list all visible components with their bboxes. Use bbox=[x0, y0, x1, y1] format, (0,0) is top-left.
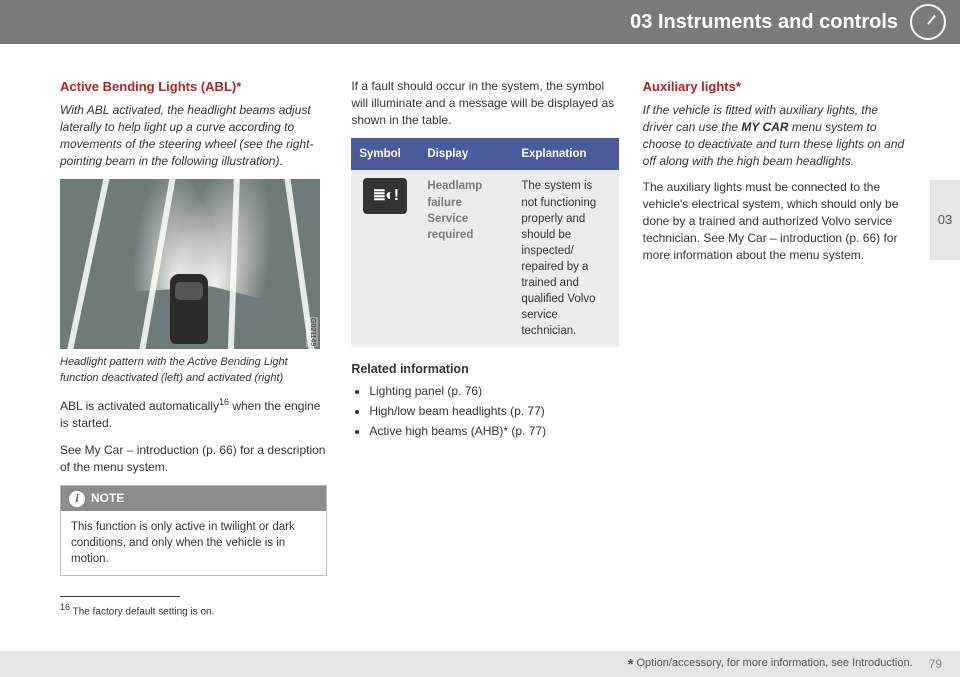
gauge-icon bbox=[910, 4, 946, 40]
asterisk: * bbox=[628, 654, 634, 675]
related-heading: Related information bbox=[351, 361, 618, 379]
abl-activation-para: ABL is activated automatically16 when th… bbox=[60, 396, 327, 432]
th-symbol: Symbol bbox=[351, 138, 419, 170]
column-middle: If a fault should occur in the system, t… bbox=[351, 78, 618, 620]
table-row: ≣◐! Headlamp failure Service required Th… bbox=[351, 170, 618, 347]
related-list: Lighting panel (p. 76) High/low beam hea… bbox=[351, 383, 618, 439]
footer-text: Option/accessory, for more information, … bbox=[636, 656, 912, 671]
explanation-text: The system is not functioning properly a… bbox=[513, 170, 618, 347]
abl-intro: With ABL activated, the headlight beams … bbox=[60, 102, 327, 169]
display-text: Headlamp failure Service required bbox=[419, 170, 513, 347]
aux-heading: Auxiliary lights* bbox=[643, 78, 910, 96]
figure-code: G021149 bbox=[306, 317, 318, 347]
footnote-rule bbox=[60, 596, 180, 597]
th-display: Display bbox=[419, 138, 513, 170]
page-number: 79 bbox=[929, 656, 942, 673]
aux-para: The auxiliary lights must be connected t… bbox=[643, 179, 910, 263]
abl-heading: Active Bending Lights (ABL)* bbox=[60, 78, 327, 96]
side-chapter-tab: 03 bbox=[930, 180, 960, 260]
aux-intro: If the vehicle is fitted with auxiliary … bbox=[643, 102, 910, 169]
column-left: Active Bending Lights (ABL)* With ABL ac… bbox=[60, 78, 327, 620]
chapter-number: 03 bbox=[630, 8, 652, 36]
headlamp-fault-icon: ≣◐! bbox=[363, 178, 407, 214]
th-explanation: Explanation bbox=[513, 138, 618, 170]
info-icon: i bbox=[69, 491, 85, 507]
note-body: This function is only active in twilight… bbox=[61, 511, 326, 575]
column-right: Auxiliary lights* If the vehicle is fitt… bbox=[643, 78, 910, 620]
abl-illustration: G021149 bbox=[60, 179, 320, 349]
footnote: 16 The factory default setting is on. bbox=[60, 601, 327, 619]
note-header: i NOTE bbox=[61, 486, 326, 511]
figure-caption: Headlight pattern with the Active Bendin… bbox=[60, 355, 327, 386]
list-item: Active high beams (AHB)* (p. 77) bbox=[369, 423, 618, 440]
symbol-table: Symbol Display Explanation ≣◐! Headlamp … bbox=[351, 138, 618, 347]
chapter-title: Instruments and controls bbox=[658, 8, 898, 36]
page-footer: * Option/accessory, for more information… bbox=[0, 651, 960, 677]
page-content: Active Bending Lights (ABL)* With ABL ac… bbox=[0, 44, 960, 620]
list-item: High/low beam headlights (p. 77) bbox=[369, 403, 618, 420]
chapter-header: 03 Instruments and controls bbox=[0, 0, 960, 44]
list-item: Lighting panel (p. 76) bbox=[369, 383, 618, 400]
fault-intro: If a fault should occur in the system, t… bbox=[351, 78, 618, 128]
abl-menu-para: See My Car – introduction (p. 66) for a … bbox=[60, 442, 327, 476]
note-label: NOTE bbox=[91, 490, 124, 507]
note-box: i NOTE This function is only active in t… bbox=[60, 485, 327, 576]
